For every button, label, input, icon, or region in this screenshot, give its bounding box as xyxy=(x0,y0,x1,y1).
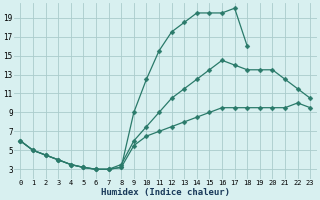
X-axis label: Humidex (Indice chaleur): Humidex (Indice chaleur) xyxy=(101,188,230,197)
